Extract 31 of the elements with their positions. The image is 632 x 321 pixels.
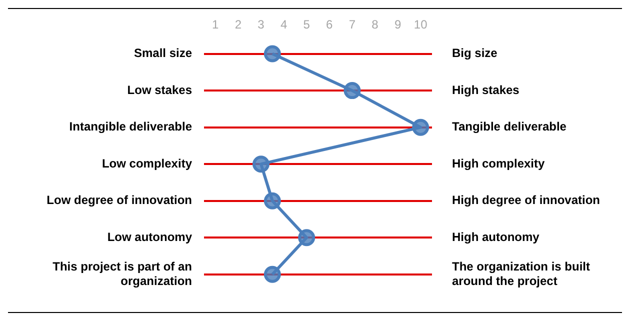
x-tick-label: 1 (212, 18, 220, 32)
x-tick-label: 7 (348, 18, 356, 32)
x-tick-label: 3 (258, 18, 265, 32)
point (264, 266, 281, 283)
y2-tick-label: The organization is built around the project (452, 260, 590, 288)
y-tick-label: Intangible deliverable (69, 120, 192, 134)
point (344, 82, 361, 100)
x-tick-label: 8 (372, 18, 379, 32)
point (252, 156, 270, 173)
x-tick-label: 5 (303, 18, 310, 32)
point (298, 229, 316, 246)
y-tick-label: Low degree of innovation (46, 193, 192, 208)
x-tick-label: 10 (414, 18, 428, 32)
y-tick-label: This project is part of an organization (52, 260, 192, 288)
y2-tick-label: High degree of innovation (452, 193, 600, 208)
x-tick-label: 4 (280, 18, 288, 32)
point (264, 45, 281, 62)
y2-tick-label: High complexity (452, 156, 546, 170)
y2-tick-label: High stakes (452, 82, 520, 97)
point (412, 118, 430, 136)
y2-tick-label: Tangible deliverable (452, 120, 567, 134)
y-tick-label: Low autonomy (107, 230, 192, 244)
y2-tick-label: High autonomy (452, 230, 540, 244)
x-tick-label: 2 (234, 18, 242, 32)
y-tick-label: Small size (134, 46, 192, 60)
y-tick-label: Low stakes (127, 82, 192, 97)
y2-tick-label: Big size (452, 46, 498, 60)
x-tick-label: 6 (326, 18, 334, 32)
point (264, 192, 281, 210)
x-tick-label: 9 (394, 18, 402, 32)
y-tick-label: Low complexity (102, 156, 192, 170)
